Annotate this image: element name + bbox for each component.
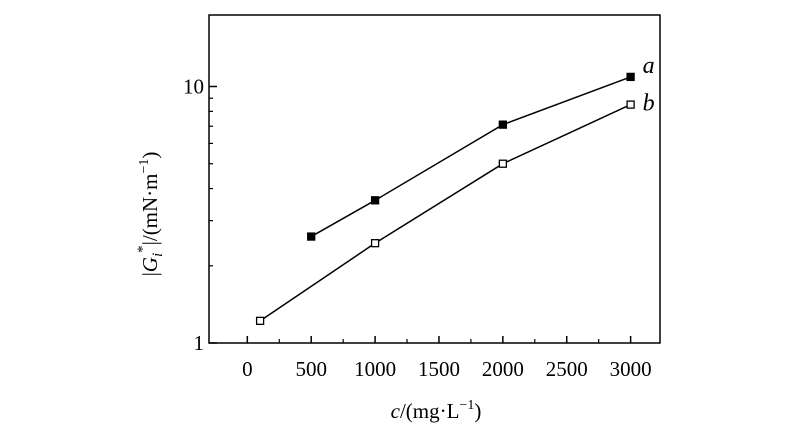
x-tick-label: 1000 bbox=[354, 357, 396, 381]
x-tick-label: 0 bbox=[242, 357, 253, 381]
series-label: b bbox=[643, 91, 655, 117]
x-axis-title: c/(mg·L−1) bbox=[391, 398, 482, 423]
data-point bbox=[626, 72, 635, 82]
series-b: b bbox=[255, 91, 655, 325]
data-point bbox=[498, 120, 508, 129]
data-point bbox=[370, 196, 380, 205]
y-tick-label: 1 bbox=[194, 331, 205, 355]
data-point bbox=[498, 159, 508, 168]
data-point bbox=[307, 232, 316, 241]
plot-frame bbox=[208, 14, 661, 344]
x-tick-label: 2500 bbox=[546, 357, 588, 381]
x-tick-label: 1500 bbox=[418, 357, 460, 381]
data-point bbox=[370, 239, 380, 248]
series-a: a bbox=[307, 53, 655, 241]
axis-ticks: 0 500 1000 1500 2000 2500 3000 1 10 bbox=[183, 75, 652, 381]
x-tick-label: 3000 bbox=[610, 357, 652, 381]
data-point bbox=[626, 100, 635, 109]
x-tick-label: 500 bbox=[295, 357, 327, 381]
series-group: ab bbox=[255, 53, 655, 325]
series-line bbox=[310, 76, 631, 238]
y-tick-label: 10 bbox=[183, 75, 204, 99]
plot-border bbox=[208, 14, 661, 344]
y-axis-title: |Gi*|/(mN·m−1) bbox=[135, 152, 166, 277]
data-point bbox=[255, 316, 265, 325]
x-tick-label: 2000 bbox=[482, 357, 524, 381]
series-line bbox=[259, 103, 631, 322]
series-label: a bbox=[643, 53, 655, 79]
